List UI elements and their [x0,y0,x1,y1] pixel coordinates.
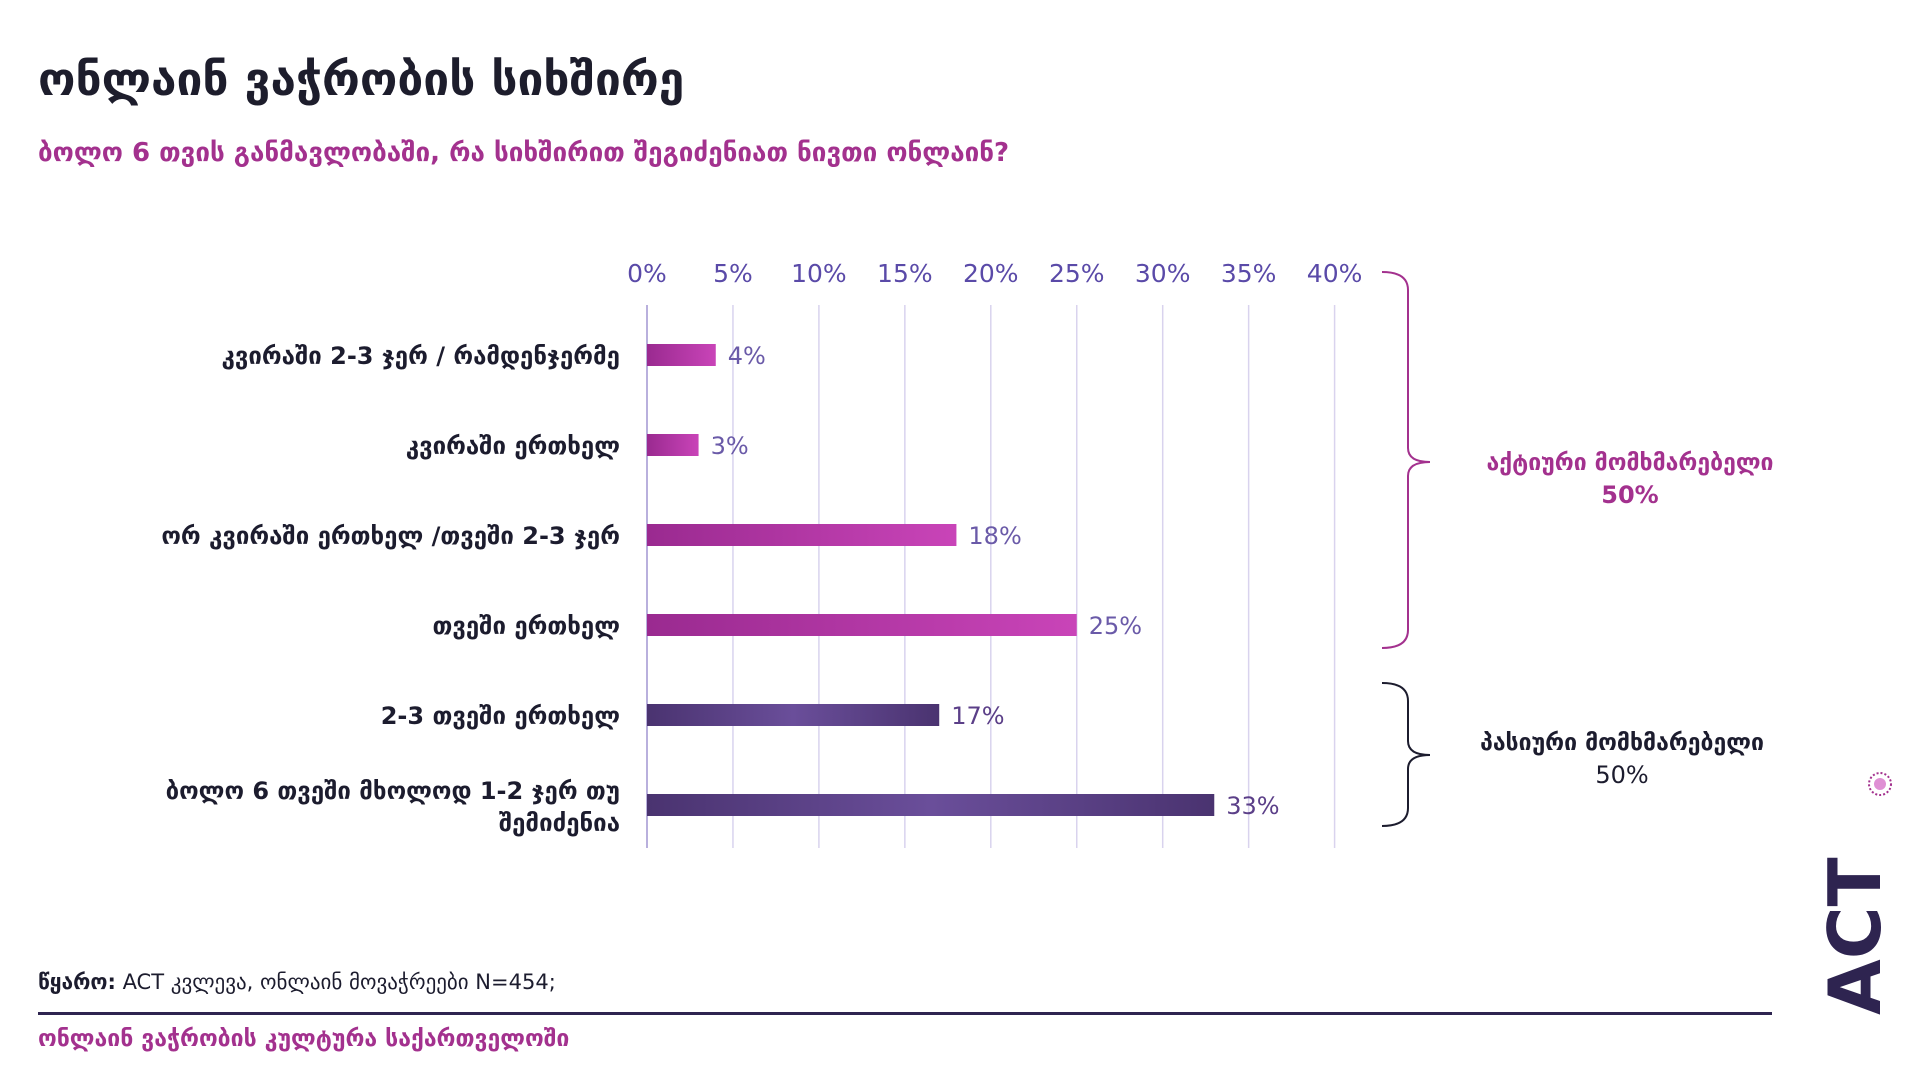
svg-text:ACT: ACT [1826,857,1896,1015]
group-value: 50% [1601,481,1658,509]
group-brace [1381,682,1431,827]
data-label: 18% [968,522,1021,550]
category-label: ორ კვირაში ერთხელ /თვეში 2-3 ჯერ [161,522,620,550]
category-label: შემიძენია [499,809,620,837]
bar [647,614,1077,636]
x-tick-label: 30% [1135,259,1191,288]
category-label: 2-3 თვეში ერთხელ [381,702,620,730]
group-brace [1381,271,1431,649]
bar [647,794,1215,816]
bar [647,704,940,726]
source-label: წყარო: [38,970,116,994]
group-label: პასიური მომხმარებელი [1480,730,1764,756]
bar [647,434,699,456]
data-label: 33% [1226,792,1279,820]
source-text: ACT კვლევა, ონლაინ მოვაჭრეები N=454; [122,970,556,994]
data-label: 3% [711,432,749,460]
x-tick-label: 20% [963,259,1019,288]
bar-chart: 0% 5% 10% 15% 20% 25% 30% 35% 40% 4% კვირაში 2-3 … [161,259,1774,848]
category-label: ბოლო 6 თვეში მხოლოდ 1-2 ჯერ თუ [166,777,620,805]
group-value: 50% [1595,761,1648,789]
footer-divider [38,1012,1772,1015]
x-tick-label: 0% [627,259,667,288]
x-tick-label: 5% [713,259,753,288]
x-tick-label: 40% [1307,259,1363,288]
x-tick-label: 10% [791,259,847,288]
x-tick-label: 25% [1049,259,1105,288]
data-label: 25% [1089,612,1142,640]
act-logo: ACT [1826,772,1896,1015]
source-note: წყარო: ACT კვლევა, ონლაინ მოვაჭრეები N=4… [38,970,556,994]
bar [647,524,957,546]
x-tick-label: 15% [877,259,933,288]
data-label: 4% [728,342,766,370]
category-label: თვეში ერთხელ [432,612,620,640]
category-label: კვირაში ერთხელ [406,432,620,460]
chart-subtitle: ბოლო 6 თვის განმავლობაში, რა სიხშირით შე… [38,138,1010,168]
x-tick-label: 35% [1221,259,1277,288]
category-label: კვირაში 2-3 ჯერ / რამდენჯერმე [222,342,620,370]
data-label: 17% [951,702,1004,730]
bar [647,344,716,366]
footer-title: ონლაინ ვაჭრობის კულტურა საქართველოში [38,1026,570,1052]
page-title: ონლაინ ვაჭრობის სიხშირე [38,52,685,106]
group-label: აქტიური მომხმარებელი [1486,450,1773,476]
